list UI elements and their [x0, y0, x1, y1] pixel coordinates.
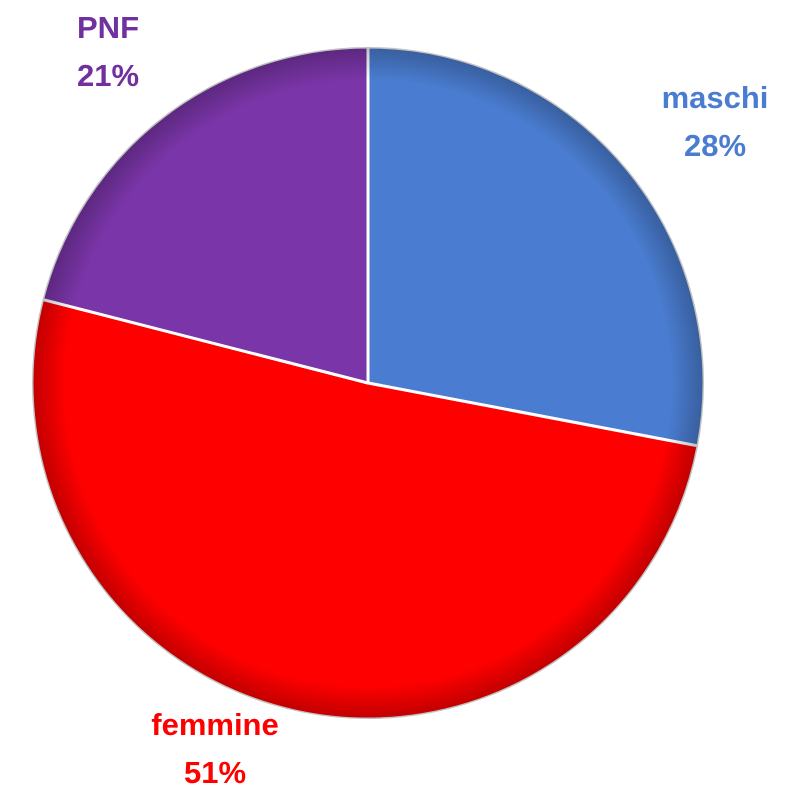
slice-label: PNF	[77, 10, 139, 45]
slice-value-label: 28%	[684, 128, 746, 163]
slice-label: maschi	[662, 80, 769, 115]
pie-slice	[366, 45, 706, 448]
slice-label: femmine	[151, 707, 278, 742]
slice-value-label: 51%	[184, 755, 246, 790]
slice-value-label: 21%	[77, 58, 139, 93]
